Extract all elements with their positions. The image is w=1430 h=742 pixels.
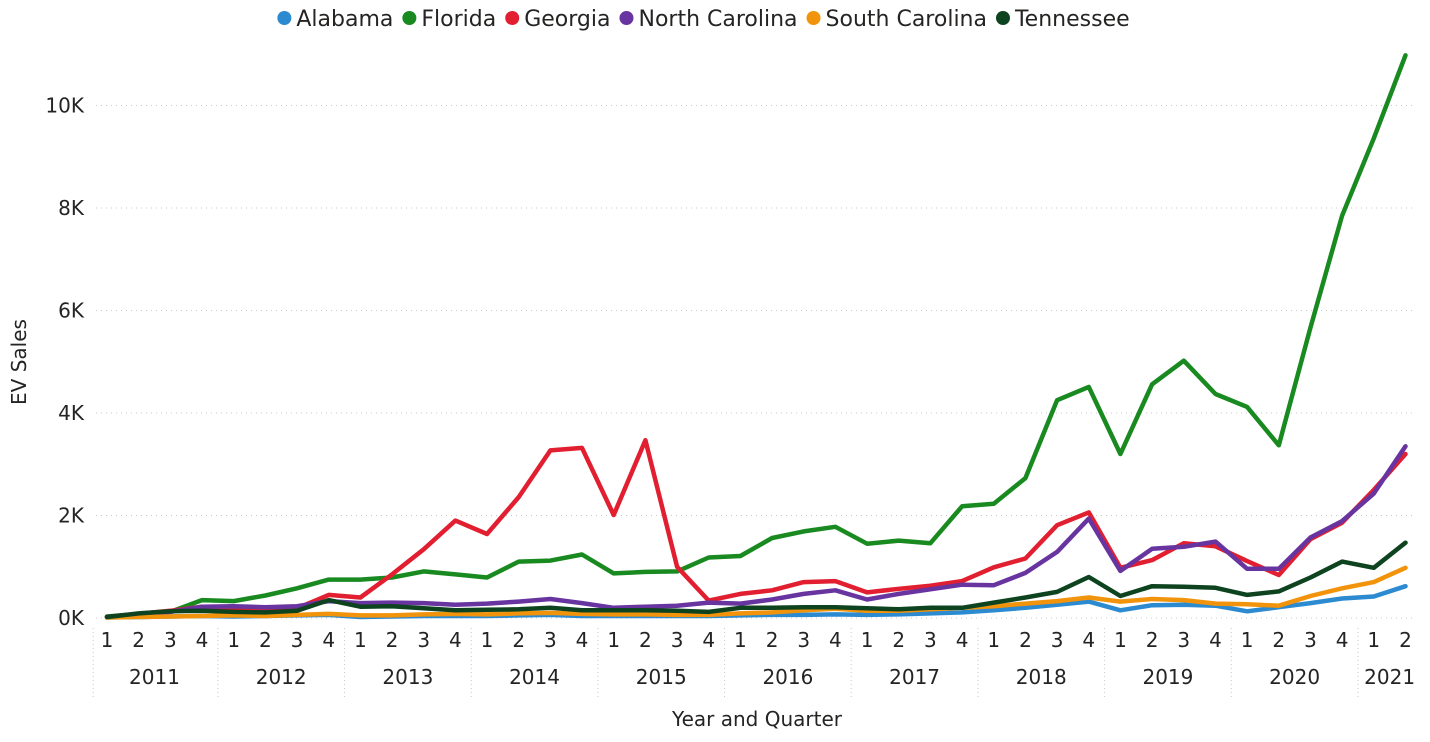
x-tick-quarter: 3 <box>291 628 304 652</box>
x-tick-quarter: 2 <box>1399 628 1412 652</box>
x-tick-quarter: 1 <box>1241 628 1254 652</box>
x-tick-quarter: 3 <box>164 628 177 652</box>
y-axis-title: EV Sales <box>7 319 31 405</box>
series-line-tennessee[interactable] <box>104 540 1408 620</box>
x-tick-year: 2013 <box>382 665 433 689</box>
legend-item-alabama[interactable]: Alabama <box>277 7 393 32</box>
legend-marker <box>505 11 520 25</box>
x-tick-quarter: 3 <box>544 628 557 652</box>
legend-marker <box>402 11 417 25</box>
legend-item-north-carolina[interactable]: North Carolina <box>619 7 798 32</box>
x-tick-quarter: 1 <box>481 628 494 652</box>
y-tick-label: 10K <box>45 94 84 118</box>
x-tick-quarter: 2 <box>1146 628 1159 652</box>
x-tick-quarter: 2 <box>386 628 399 652</box>
x-tick-quarter: 2 <box>132 628 145 652</box>
x-tick-quarter: 1 <box>734 628 747 652</box>
legend-item-georgia[interactable]: Georgia <box>505 7 610 32</box>
y-tick-label: 0K <box>58 606 85 630</box>
x-tick-quarter: 4 <box>702 628 715 652</box>
legend-item-south-carolina[interactable]: South Carolina <box>806 7 987 32</box>
x-tick-year: 2017 <box>889 665 940 689</box>
x-tick-quarter: 1 <box>607 628 620 652</box>
x-tick-quarter: 4 <box>576 628 589 652</box>
x-tick-quarter: 3 <box>1051 628 1064 652</box>
x-tick-quarter: 4 <box>196 628 209 652</box>
y-tick-label: 6K <box>58 299 85 323</box>
legend-item-florida[interactable]: Florida <box>402 7 496 32</box>
x-tick-quarter: 3 <box>417 628 430 652</box>
legend-label: Alabama <box>296 7 393 32</box>
x-tick-quarter: 1 <box>1114 628 1127 652</box>
legend-marker <box>995 11 1010 25</box>
y-tick-label: 4K <box>58 401 85 425</box>
x-tick-quarter: 4 <box>829 628 842 652</box>
x-tick-year: 2015 <box>636 665 687 689</box>
x-tick-quarter: 4 <box>1082 628 1095 652</box>
legend-label: North Carolina <box>638 7 797 32</box>
x-tick-quarter: 1 <box>987 628 1000 652</box>
x-tick-quarter: 2 <box>892 628 905 652</box>
legend-label: Tennessee <box>1014 7 1130 32</box>
x-tick-year: 2014 <box>509 665 560 689</box>
x-tick-quarter: 4 <box>449 628 462 652</box>
x-tick-year: 2019 <box>1142 665 1193 689</box>
x-tick-quarter: 4 <box>322 628 335 652</box>
legend-label: Florida <box>421 7 496 32</box>
x-tick-quarter: 4 <box>1336 628 1349 652</box>
series-line-florida[interactable] <box>104 53 1408 619</box>
x-tick-year: 2016 <box>762 665 813 689</box>
y-tick-label: 2K <box>58 504 85 528</box>
legend-item-tennessee[interactable]: Tennessee <box>995 7 1130 32</box>
series-line-georgia[interactable] <box>104 437 1408 620</box>
x-tick-quarter: 3 <box>924 628 937 652</box>
x-tick-quarter: 4 <box>956 628 969 652</box>
legend-marker <box>806 11 821 25</box>
x-axis-title: Year and Quarter <box>671 707 843 731</box>
x-tick-year: 2011 <box>129 665 180 689</box>
x-tick-quarter: 2 <box>639 628 652 652</box>
legend-label: Georgia <box>524 7 610 32</box>
x-tick-quarter: 1 <box>1367 628 1380 652</box>
x-tick-quarter: 2 <box>766 628 779 652</box>
x-tick-year: 2012 <box>256 665 307 689</box>
x-tick-quarter: 1 <box>354 628 367 652</box>
x-tick-quarter: 4 <box>1209 628 1222 652</box>
x-tick-quarter: 1 <box>861 628 874 652</box>
x-tick-year: 2020 <box>1269 665 1320 689</box>
x-tick-quarter: 3 <box>671 628 684 652</box>
x-tick-quarter: 3 <box>797 628 810 652</box>
x-tick-quarter: 2 <box>1019 628 1032 652</box>
series-line-south-carolina[interactable] <box>104 565 1408 620</box>
x-tick-year: 2021 <box>1364 665 1415 689</box>
x-tick-quarter: 3 <box>1177 628 1190 652</box>
x-tick-quarter: 2 <box>1272 628 1285 652</box>
legend-marker <box>619 11 634 25</box>
legend-label: South Carolina <box>826 7 987 32</box>
x-tick-quarter: 1 <box>227 628 240 652</box>
x-tick-quarter: 2 <box>259 628 272 652</box>
y-axis-ticks: 0K 2K 4K 6K 8K 10K <box>45 94 84 631</box>
x-tick-year: 2018 <box>1016 665 1067 689</box>
y-tick-label: 8K <box>58 196 85 220</box>
legend-marker <box>277 11 292 25</box>
series-lines[interactable] <box>104 53 1408 620</box>
x-tick-quarter: 3 <box>1304 628 1317 652</box>
x-tick-quarter: 2 <box>512 628 525 652</box>
x-tick-quarter: 1 <box>101 628 114 652</box>
legend[interactable]: Alabama Florida Georgia North Carolina South… <box>277 7 1130 32</box>
